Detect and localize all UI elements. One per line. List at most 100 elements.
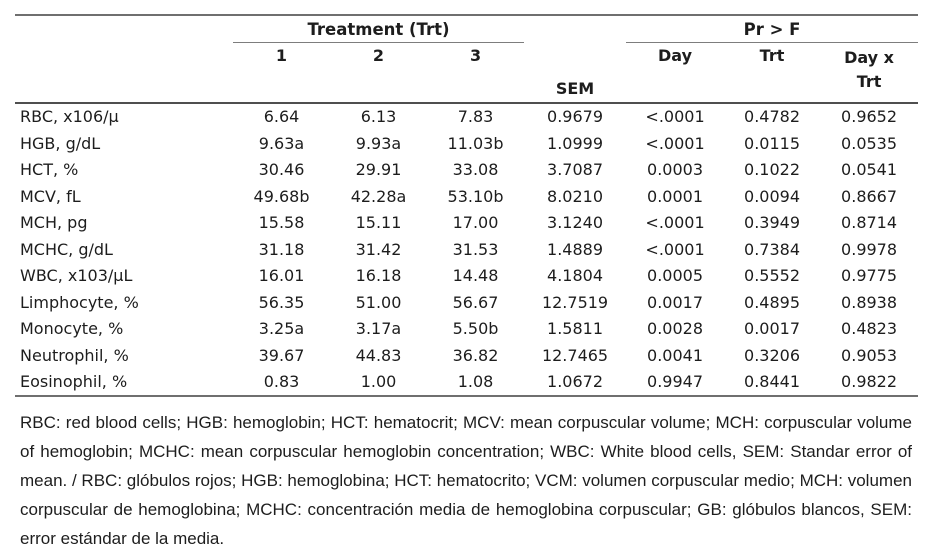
- header-gap: [15, 15, 233, 43]
- pvalue-trt: 0.7384: [744, 239, 801, 259]
- column-header-row: 1 2 3 SEM Day Trt Day x Trt: [15, 42, 919, 104]
- param-label: MCV, fL: [20, 186, 81, 206]
- pvalue-trt: 0.3206: [744, 345, 801, 365]
- param-label: Eosinophil, %: [15, 368, 233, 397]
- value-sem: 8.0210: [547, 186, 604, 206]
- table-row: Limphocyte, % 56.35 51.00 56.67 12.7519 …: [15, 289, 918, 316]
- pvalue-trt: 0.4895: [744, 292, 801, 312]
- param-label: WBC, x103/µL: [20, 266, 133, 286]
- pvalue-trt: 0.8441: [724, 368, 821, 397]
- value-sem: 3.7087: [547, 160, 604, 180]
- table-row: MCH, pg 15.58 15.11 17.00 3.1240 <.0001 …: [15, 210, 918, 237]
- pvalue-trt: 0.1022: [744, 160, 801, 180]
- pvalue-dayxtrt: 0.8938: [841, 292, 898, 312]
- pvalue-dayxtrt: 0.0535: [841, 133, 898, 153]
- col-header-trt3: 3: [427, 42, 525, 104]
- param-label: RBC, x106/µ: [20, 107, 119, 127]
- pvalue-dayxtrt: 0.9652: [841, 107, 898, 127]
- day-x-trt-line1: Day x: [844, 48, 894, 67]
- value-trt3: 33.08: [452, 160, 499, 180]
- param-label: HGB, g/dL: [20, 133, 101, 153]
- value-trt2: 51.00: [355, 292, 402, 312]
- pvalue-dayxtrt: 0.4823: [841, 319, 898, 339]
- param-label: HCT, %: [20, 160, 79, 180]
- pvalue-day: 0.0041: [647, 345, 704, 365]
- value-trt3: 7.83: [457, 107, 494, 127]
- pvalue-dayxtrt: 0.8714: [841, 213, 898, 233]
- param-label: Limphocyte, %: [20, 292, 139, 312]
- table-row: RBC, x106/µ 6.64 6.13 7.83 0.9679 <.0001…: [15, 103, 918, 131]
- treatment-group-header: Treatment (Trt): [233, 15, 525, 43]
- header-gap: [15, 42, 233, 104]
- value-trt2: 42.28a: [350, 186, 407, 206]
- table-row: Eosinophil, % 0.83 1.00 1.08 1.0672 0.99…: [15, 368, 919, 397]
- pvalue-day: <.0001: [645, 107, 705, 127]
- value-sem: 1.4889: [547, 239, 604, 259]
- header-gap: [524, 15, 626, 43]
- pvalue-trt: 0.3949: [744, 213, 801, 233]
- value-trt1: 0.83: [233, 368, 330, 397]
- pvalue-dayxtrt: 0.9978: [841, 239, 898, 259]
- value-sem: 12.7519: [541, 292, 609, 312]
- value-trt1: 31.18: [258, 239, 305, 259]
- col-header-trt1: 1: [233, 42, 330, 104]
- pvalue-dayxtrt: 0.8667: [841, 186, 898, 206]
- value-trt1: 49.68b: [253, 186, 310, 206]
- col-header-day-x-trt: Day x Trt: [820, 42, 919, 104]
- col-header-sem: SEM: [524, 42, 627, 104]
- table-row: WBC, x103/µL 16.01 16.18 14.48 4.1804 0.…: [15, 263, 918, 290]
- pvalue-day: <.0001: [645, 213, 705, 233]
- value-trt3: 1.08: [427, 368, 525, 397]
- pvalue-trt: 0.0115: [744, 133, 801, 153]
- value-sem: 1.0999: [547, 133, 604, 153]
- pvalue-day: <.0001: [645, 239, 705, 259]
- pvalue-dayxtrt: 0.9053: [841, 345, 898, 365]
- table-row: HCT, % 30.46 29.91 33.08 3.7087 0.0003 0…: [15, 157, 918, 184]
- pvalue-day: 0.0005: [647, 266, 704, 286]
- value-trt2: 31.42: [355, 239, 402, 259]
- pvalue-day: <.0001: [645, 133, 705, 153]
- value-trt1: 6.64: [263, 107, 300, 127]
- param-label: Monocyte, %: [20, 319, 124, 339]
- value-trt2: 15.11: [355, 213, 402, 233]
- value-trt1: 9.63a: [258, 133, 305, 153]
- value-trt1: 56.35: [258, 292, 305, 312]
- pvalue-day: 0.0001: [647, 186, 704, 206]
- value-trt3: 17.00: [452, 213, 499, 233]
- value-trt1: 30.46: [258, 160, 305, 180]
- value-trt1: 15.58: [258, 213, 305, 233]
- pvalue-trt: 0.0017: [744, 319, 801, 339]
- value-sem: 3.1240: [547, 213, 604, 233]
- table-row: MCHC, g/dL 31.18 31.42 31.53 1.4889 <.00…: [15, 236, 918, 263]
- table-row: HGB, g/dL 9.63a 9.93a 11.03b 1.0999 <.00…: [15, 130, 918, 157]
- col-header-trt: Trt: [724, 42, 821, 104]
- day-x-trt-line2: Trt: [856, 72, 882, 91]
- pvalue-dayxtrt: 0.9775: [841, 266, 898, 286]
- value-trt2: 16.18: [355, 266, 402, 286]
- value-trt2: 44.83: [355, 345, 402, 365]
- value-trt2: 29.91: [355, 160, 402, 180]
- value-sem: 1.0672: [524, 368, 627, 397]
- value-trt3: 5.50b: [452, 319, 499, 339]
- value-trt2: 3.17a: [355, 319, 402, 339]
- group-header-row: Treatment (Trt) Pr > F: [15, 15, 919, 43]
- param-label: MCHC, g/dL: [20, 239, 113, 259]
- table-row: Neutrophil, % 39.67 44.83 36.82 12.7465 …: [15, 342, 918, 369]
- param-label: MCH, pg: [20, 213, 88, 233]
- pvalue-dayxtrt: 0.9822: [820, 368, 919, 397]
- value-trt3: 53.10b: [447, 186, 504, 206]
- pvalue-day: 0.0017: [647, 292, 704, 312]
- prf-group-header: Pr > F: [626, 15, 919, 43]
- value-trt3: 11.03b: [447, 133, 504, 153]
- pvalue-trt: 0.0094: [744, 186, 801, 206]
- value-trt3: 36.82: [452, 345, 499, 365]
- footnote: RBC: red blood cells; HGB: hemoglobin; H…: [20, 413, 912, 548]
- value-trt1: 39.67: [258, 345, 305, 365]
- value-trt2: 1.00: [330, 368, 427, 397]
- col-header-day: Day: [626, 42, 725, 104]
- col-header-trt2: 2: [330, 42, 427, 104]
- param-label: Neutrophil, %: [20, 345, 129, 365]
- table-row: MCV, fL 49.68b 42.28a 53.10b 8.0210 0.00…: [15, 183, 918, 210]
- table-row: Monocyte, % 3.25a 3.17a 5.50b 1.5811 0.0…: [15, 316, 918, 343]
